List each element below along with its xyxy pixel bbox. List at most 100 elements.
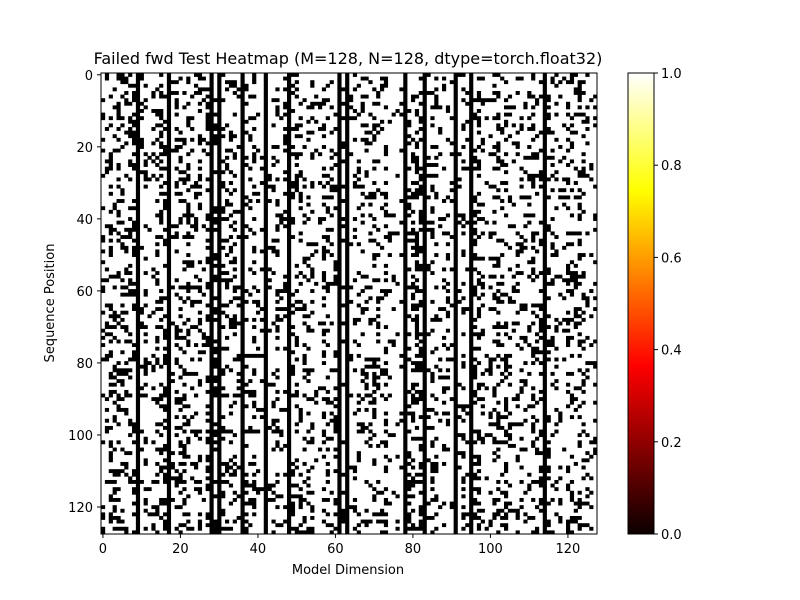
failed-cell (248, 177, 253, 182)
failed-cell (364, 94, 369, 99)
failed-cell (411, 209, 416, 214)
failed-cell (538, 289, 544, 293)
failed-cell (488, 134, 493, 139)
failed-cell (380, 368, 385, 373)
failed-cell (496, 238, 501, 243)
failed-cell (461, 145, 466, 149)
failed-cell (155, 177, 160, 182)
failed-cell (159, 296, 164, 301)
failed-cell (205, 213, 210, 218)
failed-cell (411, 368, 416, 373)
failed-cell (445, 299, 451, 304)
failed-cell (519, 123, 524, 128)
failed-cell (178, 191, 183, 196)
failed-cell (500, 440, 505, 445)
failed-cell (492, 220, 497, 225)
failed-cell (411, 436, 416, 441)
failed-cell (197, 101, 203, 106)
failed-cell (569, 116, 575, 121)
failed-cell (151, 512, 156, 517)
failed-cell (376, 479, 381, 484)
failed-cell (108, 515, 113, 520)
failed-cell (585, 299, 590, 304)
failed-cell (201, 335, 206, 340)
failed-cell (205, 389, 210, 394)
failed-cell (318, 152, 323, 157)
failed-cell (155, 397, 160, 402)
failed-cell (163, 501, 168, 506)
failed-cell (492, 407, 497, 412)
failed-cell (155, 112, 160, 117)
failed-cell (205, 87, 210, 92)
failed-cell (341, 321, 346, 326)
failed-cell (104, 353, 110, 358)
failed-cell (232, 497, 237, 502)
failed-cell (418, 490, 423, 495)
failed-cell (395, 454, 400, 459)
failed-cell (302, 343, 307, 348)
failed-cell (143, 224, 148, 229)
failed-cell (546, 195, 551, 200)
failed-cell (372, 512, 377, 517)
failed-cell (120, 116, 125, 121)
failed-cell (581, 152, 586, 157)
failed-cell (151, 526, 156, 531)
failed-cell (104, 321, 110, 326)
failed-cell (569, 80, 575, 85)
failed-cell (434, 454, 439, 459)
failed-cell (306, 278, 311, 283)
failed-cell (120, 292, 125, 297)
failed-cell (174, 80, 179, 85)
failed-cell (546, 127, 551, 131)
failed-cell (430, 220, 435, 225)
failed-cell (194, 191, 199, 196)
failed-cell (329, 184, 334, 189)
failed-cell (535, 350, 540, 355)
failed-cell (182, 213, 187, 218)
failed-cell (124, 472, 129, 477)
failed-cell (248, 393, 253, 398)
failed-cell (213, 379, 218, 384)
failed-cell (577, 353, 582, 358)
failed-cell (531, 415, 536, 420)
failed-cell (248, 206, 253, 211)
failed-cell (232, 469, 237, 474)
failed-cell (190, 184, 195, 189)
failed-cell (244, 530, 249, 535)
failed-cell (577, 195, 582, 200)
failed-cell (504, 479, 509, 484)
failed-cell (515, 130, 520, 135)
failed-cell (139, 245, 144, 250)
failed-cell (170, 476, 175, 481)
failed-cell (174, 166, 179, 171)
failed-cell (302, 314, 307, 319)
failed-cell (155, 346, 160, 351)
failed-cell (120, 303, 125, 308)
failed-cell (407, 472, 412, 477)
failed-cell (163, 145, 168, 149)
failed-cell (244, 289, 249, 293)
failed-cell (535, 400, 540, 405)
failed-cell (473, 454, 478, 459)
failed-cell (190, 476, 195, 481)
failed-cell (531, 429, 536, 434)
failed-cell (341, 141, 346, 146)
failed-cell (380, 512, 385, 517)
failed-cell (558, 321, 563, 326)
failed-cell (112, 490, 117, 495)
failed-cell (550, 281, 555, 286)
failed-cell (368, 519, 373, 524)
failed-cell (430, 105, 435, 110)
failed-cell (538, 173, 544, 178)
failed-cell (577, 242, 582, 247)
failed-cell (360, 425, 365, 430)
failed-cell (426, 227, 431, 232)
failed-cell (259, 181, 265, 185)
failed-cell (585, 296, 590, 301)
failed-cell (271, 245, 276, 250)
failed-cell (294, 263, 299, 268)
failed-cell (426, 73, 431, 77)
failed-cell (461, 451, 466, 456)
failed-cell (124, 465, 129, 470)
failed-cell (329, 80, 334, 85)
